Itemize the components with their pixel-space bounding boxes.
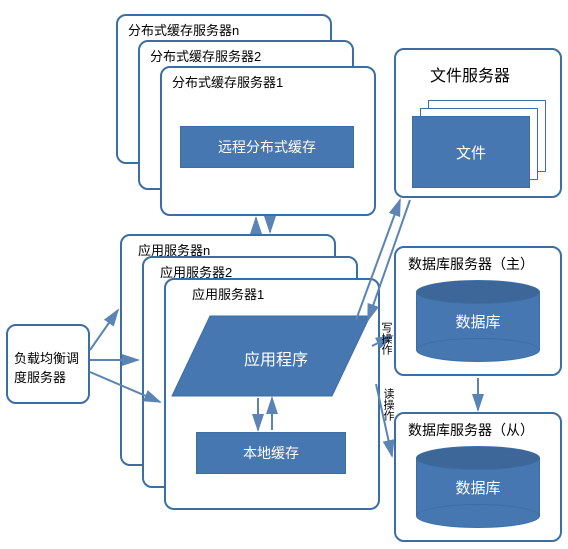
file-server-title: 文件服务器 (430, 62, 510, 86)
file-sheet-1: 文件 (412, 116, 530, 188)
load-balancer-label: 负载均衡调 度服务器 (14, 348, 94, 386)
db-master-cyl: 数据库 (416, 280, 540, 362)
db-slave-cyl: 数据库 (416, 446, 540, 528)
write-label: 写操作 (378, 322, 394, 355)
cache-server-1-label: 分布式缓存服务器1 (172, 72, 283, 91)
remote-cache-box: 远程分布式缓存 (180, 126, 354, 168)
app-server-1-label: 应用服务器1 (192, 284, 264, 303)
app-label: 应用程序 (244, 346, 308, 370)
db-master-title: 数据库服务器（主） (408, 254, 534, 274)
load-balancer-box: 负载均衡调 度服务器 (6, 324, 90, 404)
cache-server-n-label: 分布式缓存服务器n (128, 20, 239, 39)
cache-server-2-label: 分布式缓存服务器2 (150, 46, 261, 65)
read-label: 读操作 (380, 388, 396, 421)
db-slave-title: 数据库服务器（从） (408, 420, 534, 440)
local-cache-box: 本地缓存 (196, 432, 346, 474)
app-server-1-box (164, 278, 380, 510)
